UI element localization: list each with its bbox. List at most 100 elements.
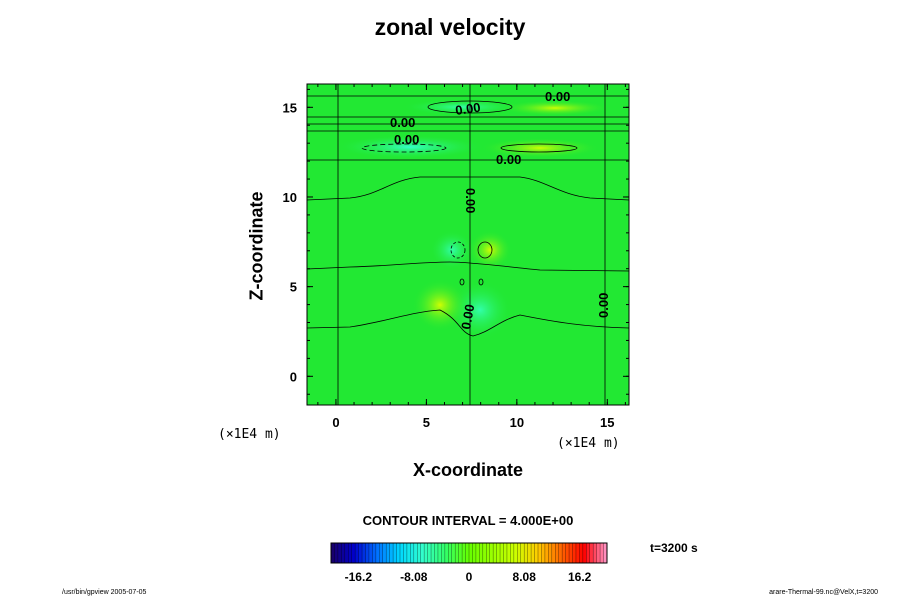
colorbar-cell <box>562 543 567 563</box>
contour-line <box>459 278 465 286</box>
colorbar-cell <box>355 543 360 563</box>
colorbar-cell <box>437 543 442 563</box>
colorbar-cell <box>331 543 335 563</box>
colorbar-cell <box>455 543 460 563</box>
contour-label: 0.00 <box>496 152 521 167</box>
y-tick-label: 0 <box>290 369 297 384</box>
colorbar-cell <box>596 543 601 563</box>
x-tick-label: 0 <box>332 415 339 430</box>
colorbar-cell <box>469 543 473 563</box>
contour-label: 0.00 <box>394 132 419 147</box>
y-tick-label: 10 <box>283 190 297 205</box>
colorbar-cell <box>431 543 435 563</box>
contour-line <box>427 100 513 114</box>
contour-label: 0.00 <box>545 89 570 104</box>
colorbar-cell <box>472 543 477 563</box>
colorbar-cell <box>496 543 501 563</box>
colorbar-cell <box>341 543 346 563</box>
colorbar-cell <box>448 543 453 563</box>
plot-frame <box>306 83 630 406</box>
colorbar-cell <box>551 543 556 563</box>
cyan-anomaly <box>335 135 485 159</box>
colorbar-cell <box>538 543 542 563</box>
colorbar-cell <box>365 543 370 563</box>
colorbar-cell <box>386 543 391 563</box>
colorbar-cell <box>589 543 594 563</box>
colorbar-cell <box>603 543 608 563</box>
colorbar-cell <box>348 543 353 563</box>
colorbar-cell <box>593 543 598 563</box>
yellow-anomaly <box>412 279 468 331</box>
colorbar-cell <box>372 543 377 563</box>
colorbar-cell <box>393 543 398 563</box>
x-axis-unit: (×1E4 m) <box>557 436 620 451</box>
colorbar-cell <box>400 543 404 563</box>
colorbar-cell <box>444 543 449 563</box>
yellow-anomaly <box>468 230 512 270</box>
chart-title: zonal velocity <box>374 14 526 40</box>
colorbar-cell <box>506 543 511 563</box>
axis-ticks <box>307 84 629 405</box>
colorbar-cell <box>475 543 480 563</box>
cyan-anomaly <box>430 230 474 270</box>
contour-label: 0.00 <box>454 100 481 118</box>
contour-label: 0.00 <box>596 293 611 318</box>
colorbar-cell <box>541 543 546 563</box>
colorbar-tick-label: 8.08 <box>513 570 537 584</box>
contour-line <box>478 278 484 286</box>
contour-line <box>477 241 493 259</box>
colorbar-tick-label: -16.2 <box>345 570 373 584</box>
x-tick-label: 15 <box>600 415 614 430</box>
colorbar-cell <box>465 543 470 563</box>
colorbar-tick-label: 0 <box>466 570 473 584</box>
colorbar-cell <box>396 543 401 563</box>
colorbar-cell <box>362 543 366 563</box>
colorbar-tick-label: -8.08 <box>400 570 428 584</box>
colorbar-cell <box>582 543 587 563</box>
yellow-anomaly <box>480 138 600 158</box>
colorbar-cell <box>420 543 425 563</box>
colorbar-cell <box>517 543 522 563</box>
colorbar-cell <box>544 543 549 563</box>
colorbar-cell <box>586 543 591 563</box>
colorbar-cell <box>493 543 498 563</box>
colorbar-cell <box>555 543 560 563</box>
colorbar-cell <box>548 543 553 563</box>
colorbar-cell <box>489 543 494 563</box>
colorbar-cell <box>569 543 573 563</box>
colorbar-cell <box>572 543 577 563</box>
colorbar-cell <box>403 543 408 563</box>
colorbar-cell <box>417 543 422 563</box>
colorbar-cell <box>527 543 532 563</box>
contour-line <box>450 241 466 259</box>
colorbar-cell <box>379 543 384 563</box>
contour-interval-label: CONTOUR INTERVAL = 4.000E+00 <box>362 513 574 528</box>
colorbar-cell <box>462 543 467 563</box>
colorbar-cell <box>558 543 563 563</box>
colorbar-cell <box>337 543 342 563</box>
y-tick-label: 15 <box>283 100 297 115</box>
contour-line <box>307 261 629 272</box>
y-tick-label: 5 <box>290 280 297 295</box>
colorbar-cell <box>510 543 515 563</box>
colorbar-cell <box>427 543 432 563</box>
colorbar-cell <box>479 543 484 563</box>
tick-labels: 0 5 10 15 0 5 10 15 <box>283 100 615 430</box>
colorbar-cell <box>334 543 339 563</box>
colorbar-cell <box>524 543 529 563</box>
colorbar-cell <box>344 543 349 563</box>
x-axis-label: X-coordinate <box>412 460 523 480</box>
colorbar-cell <box>351 543 356 563</box>
yellow-anomaly <box>500 100 610 116</box>
colorbar-cell <box>406 543 411 563</box>
contour-line <box>307 309 629 337</box>
cyan-anomaly <box>402 99 522 115</box>
colorbar-cell <box>500 543 504 563</box>
colorbar-cell <box>458 543 463 563</box>
colorbar-cell <box>513 543 518 563</box>
footer-source: arare-Thermal-99.nc@VelX,t=3200 <box>769 589 878 596</box>
colorbar-cell <box>534 543 539 563</box>
colorbar-cell <box>368 543 373 563</box>
colorbar-cell <box>503 543 508 563</box>
